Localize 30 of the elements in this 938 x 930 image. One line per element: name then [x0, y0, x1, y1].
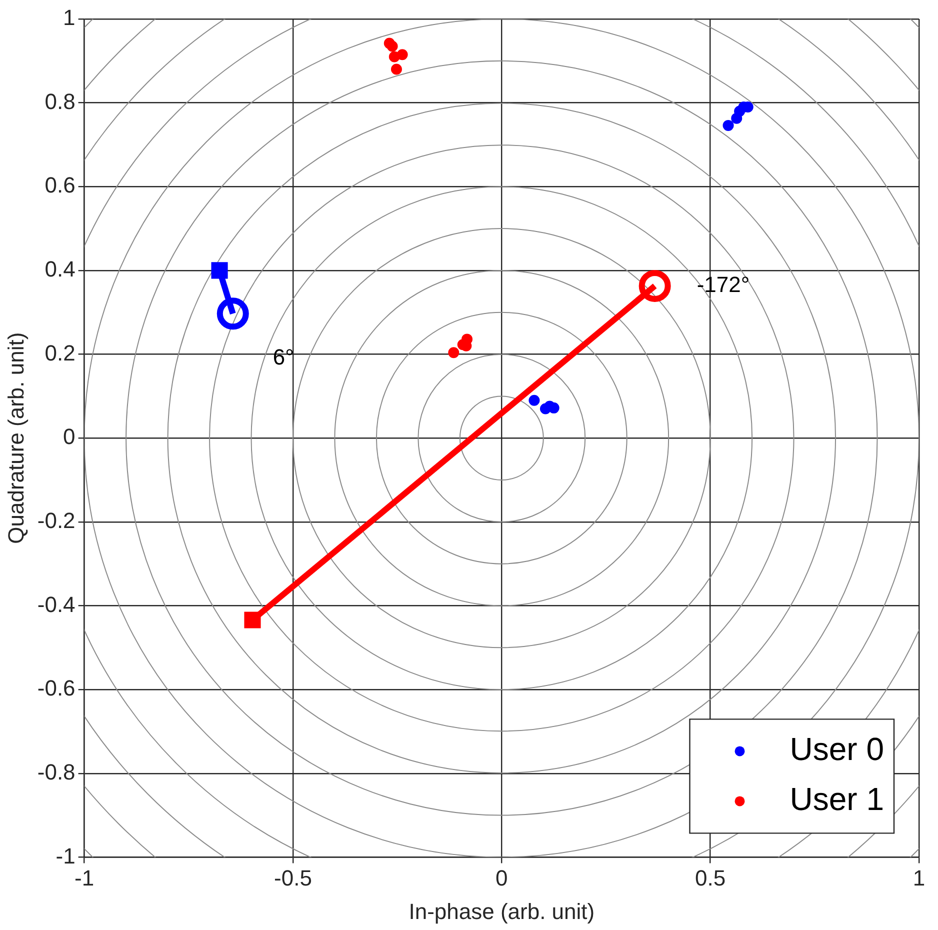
y-tick-label: -0.8	[37, 759, 76, 784]
y-axis-title: Quadrature (arb. unit)	[3, 332, 28, 544]
point	[216, 298, 249, 330]
legend-label: User 0	[790, 731, 884, 768]
y-tick-label: 0.2	[44, 340, 76, 366]
y-tick-label: 0	[63, 424, 76, 450]
point	[540, 403, 551, 414]
point	[462, 334, 473, 345]
x-tick-label: 0	[496, 865, 508, 890]
y-tick-label: -1	[56, 843, 76, 868]
point	[528, 394, 540, 406]
point	[390, 64, 402, 75]
y-tick-label: 0.8	[44, 88, 76, 114]
x-tick-label: 1	[912, 865, 926, 890]
point	[448, 347, 460, 358]
point	[386, 40, 398, 52]
y-tick-label: 1	[63, 5, 76, 30]
point	[722, 120, 734, 131]
x-tick-label: 0.5	[695, 865, 726, 890]
y-tick-label: 0.6	[44, 172, 76, 198]
point	[731, 112, 742, 124]
y-tick-label: 0.4	[44, 256, 76, 282]
x-tick-label: -0.5	[274, 865, 312, 890]
legend-label: User 1	[790, 781, 884, 818]
point	[638, 270, 671, 302]
y-tick-label: -0.2	[37, 508, 76, 533]
y-tick-label: -0.4	[37, 592, 76, 617]
point	[396, 49, 408, 60]
x-axis-title: In-phase (arb. unit)	[408, 898, 595, 924]
y-tick-label: -0.6	[37, 676, 76, 701]
